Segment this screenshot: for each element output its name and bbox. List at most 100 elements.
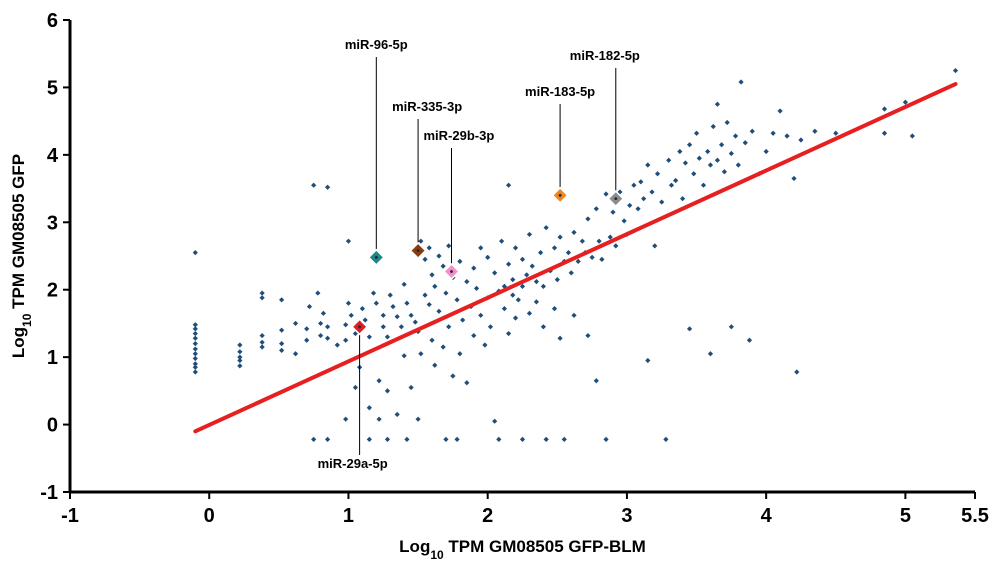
- x-tick-label: -1: [61, 505, 79, 527]
- x-tick-label: 1: [343, 505, 354, 527]
- data-point: [311, 182, 317, 188]
- data-point: [315, 290, 321, 296]
- data-point: [432, 362, 438, 368]
- data-point: [492, 270, 498, 276]
- data-point: [464, 380, 470, 386]
- data-point: [443, 290, 449, 296]
- data-point: [471, 332, 477, 339]
- data-point: [526, 310, 533, 316]
- data-point: [613, 243, 619, 249]
- data-point: [394, 314, 400, 320]
- data-point: [366, 334, 372, 340]
- data-point: [370, 290, 377, 296]
- data-point: [593, 206, 599, 212]
- data-point: [710, 123, 716, 130]
- data-point: [457, 351, 463, 357]
- data-point: [404, 436, 410, 443]
- data-point: [376, 416, 382, 422]
- data-point: [457, 258, 463, 264]
- data-point: [487, 324, 494, 330]
- data-point: [318, 332, 324, 339]
- data-point: [304, 337, 310, 343]
- data-point: [418, 351, 424, 357]
- data-point: [705, 148, 711, 155]
- data-point: [707, 351, 714, 357]
- data-point: [192, 351, 198, 357]
- data-point: [668, 182, 675, 188]
- data-point: [345, 300, 352, 306]
- data-point: [621, 218, 627, 224]
- data-point: [693, 130, 700, 136]
- data-point: [631, 182, 637, 188]
- highlight-marker-dot: [358, 325, 361, 329]
- data-point: [565, 250, 572, 256]
- data-point: [279, 341, 285, 347]
- data-point: [422, 256, 428, 262]
- data-point: [902, 99, 908, 105]
- data-point: [192, 355, 198, 362]
- data-point: [543, 436, 549, 443]
- data-point: [192, 330, 198, 337]
- y-tick-label: 0: [47, 415, 58, 437]
- data-point: [324, 436, 331, 443]
- data-point: [721, 169, 727, 175]
- data-point: [770, 130, 776, 136]
- data-point: [401, 281, 407, 287]
- data-point: [607, 234, 613, 240]
- data-point: [436, 253, 442, 259]
- data-point: [292, 320, 299, 327]
- y-tick-label: 5: [47, 77, 58, 99]
- axes: -1 0 1 2 3 4 5 5.5 -1 0 1 2 3 4 5 6: [40, 10, 989, 527]
- data-point: [696, 155, 702, 161]
- data-point: [408, 384, 414, 391]
- data-point: [426, 245, 432, 251]
- data-point: [376, 378, 382, 384]
- data-point: [454, 297, 460, 303]
- data-point: [540, 283, 546, 289]
- highlight-marker-dot: [374, 255, 378, 259]
- data-point: [446, 324, 452, 330]
- data-point: [192, 322, 198, 328]
- data-point: [404, 300, 410, 306]
- data-point: [686, 142, 693, 148]
- data-point: [501, 305, 507, 312]
- highlight-marker-dot: [416, 249, 420, 253]
- data-point: [485, 254, 491, 260]
- data-point: [682, 160, 688, 166]
- data-point: [593, 378, 599, 384]
- data-point: [259, 290, 265, 296]
- data-point: [909, 133, 915, 139]
- data-point: [749, 128, 755, 134]
- x-tick-label: 3: [621, 505, 632, 527]
- data-point: [510, 277, 516, 283]
- data-point: [735, 162, 741, 168]
- data-point: [304, 326, 310, 332]
- data-point: [324, 324, 331, 330]
- data-point: [237, 363, 243, 369]
- y-tick-label: 2: [47, 280, 58, 302]
- data-point: [599, 256, 605, 262]
- data-point: [533, 299, 540, 305]
- data-point: [714, 157, 721, 163]
- data-point: [645, 357, 651, 364]
- data-point: [663, 436, 669, 443]
- data-point: [561, 436, 567, 443]
- data-point: [666, 157, 672, 163]
- data-point: [259, 344, 265, 350]
- data-point: [460, 317, 466, 323]
- data-point: [649, 189, 655, 195]
- data-point: [454, 436, 460, 443]
- data-point: [384, 436, 391, 443]
- data-point: [492, 418, 498, 424]
- data-point: [345, 238, 352, 244]
- data-point: [505, 261, 512, 267]
- annotation-label: miR-96-5p: [345, 37, 408, 52]
- y-tick-label: 1: [47, 347, 58, 369]
- data-point: [579, 238, 585, 244]
- data-point: [237, 349, 243, 355]
- data-point: [510, 292, 516, 298]
- data-point: [763, 148, 769, 155]
- data-point: [259, 295, 265, 301]
- data-point: [440, 263, 446, 269]
- data-point: [501, 283, 507, 289]
